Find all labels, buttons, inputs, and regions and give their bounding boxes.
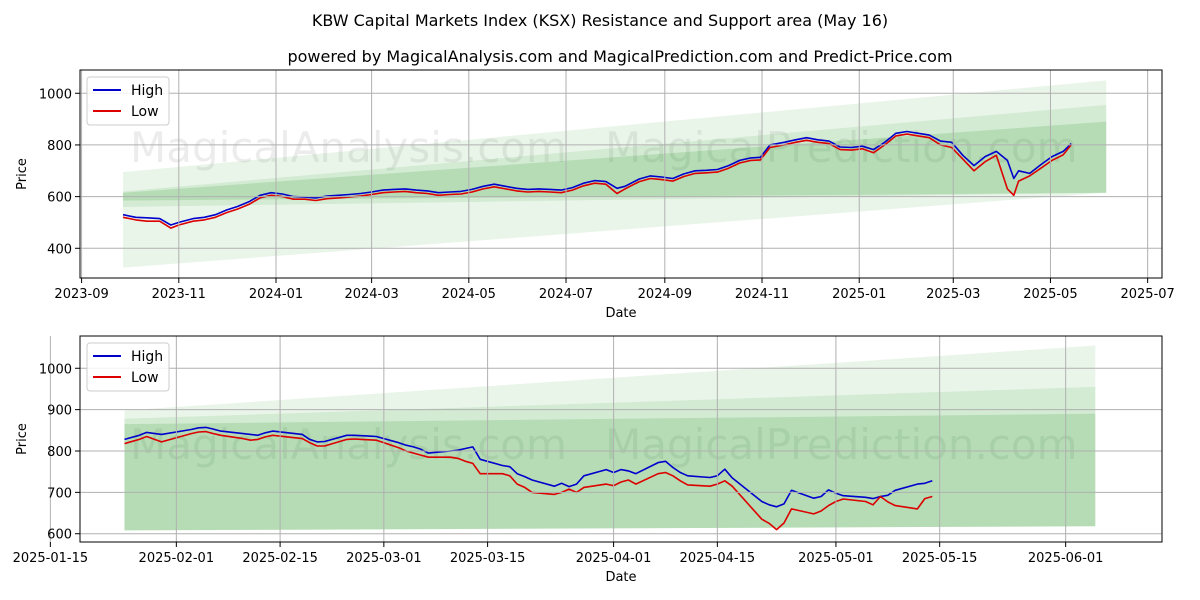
y-axis-label: Price bbox=[15, 158, 30, 190]
series-high-line bbox=[122, 130, 1072, 226]
y-tick-label: 600 bbox=[47, 191, 72, 206]
x-tick-label: 2025-06-01 bbox=[1028, 551, 1104, 566]
x-tick-label: 2024-03 bbox=[344, 287, 398, 302]
x-tick-label: 2024-07 bbox=[539, 287, 593, 302]
x-tick-label: 2025-03-15 bbox=[450, 551, 526, 566]
band-1 bbox=[123, 104, 1107, 207]
legend-label-high: High bbox=[131, 83, 163, 99]
y-tick-label: 900 bbox=[47, 404, 72, 419]
x-tick-label: 2025-05-01 bbox=[798, 551, 874, 566]
top-chart-panel: MagicalAnalysis.com MagicalPrediction.com… bbox=[15, 69, 1175, 321]
watermark-left: MagicalAnalysis.com bbox=[130, 123, 567, 172]
x-tick-label: 2024-01 bbox=[249, 287, 303, 302]
x-tick-label: 2025-05 bbox=[1023, 287, 1077, 302]
chart-subtitle: powered by MagicalAnalysis.com and Magic… bbox=[287, 47, 952, 66]
legend-label-low: Low bbox=[131, 370, 159, 386]
y-tick-label: 1000 bbox=[39, 87, 72, 102]
y-tick-label: 800 bbox=[47, 139, 72, 154]
band-0 bbox=[124, 345, 1096, 531]
series-high-line bbox=[124, 426, 933, 508]
plot-frame bbox=[79, 335, 1163, 543]
x-tick-label: 2023-09 bbox=[54, 287, 108, 302]
bottom-chart-panel: MagicalAnalysis.com MagicalPrediction.com… bbox=[13, 335, 1163, 585]
x-tick-label: 2024-09 bbox=[638, 287, 692, 302]
x-tick-label: 2024-05 bbox=[442, 287, 496, 302]
band-2 bbox=[124, 413, 1096, 531]
x-tick-label: 2025-01 bbox=[832, 287, 886, 302]
chart-title: KBW Capital Markets Index (KSX) Resistan… bbox=[312, 11, 888, 30]
x-tick-label: 2025-03-01 bbox=[346, 551, 422, 566]
band-0 bbox=[123, 80, 1107, 268]
legend-label-low: Low bbox=[131, 104, 159, 120]
x-tick-label: 2025-04-15 bbox=[680, 551, 756, 566]
band-2 bbox=[123, 121, 1107, 201]
legend-label-high: High bbox=[131, 349, 163, 365]
watermark-right: MagicalPrediction.com bbox=[605, 420, 1078, 469]
x-tick-label: 2024-11 bbox=[735, 287, 789, 302]
legend: High Low bbox=[86, 342, 170, 392]
y-tick-label: 1000 bbox=[39, 362, 72, 377]
plot-frame bbox=[79, 69, 1163, 279]
legend: High Low bbox=[86, 76, 170, 126]
y-tick-label: 400 bbox=[47, 242, 72, 257]
x-tick-label: 2025-02-15 bbox=[242, 551, 318, 566]
x-tick-label: 2025-02-01 bbox=[139, 551, 215, 566]
band-1 bbox=[124, 386, 1096, 531]
y-tick-label: 800 bbox=[47, 445, 72, 460]
x-tick-label: 2025-07 bbox=[1120, 287, 1174, 302]
x-tick-label: 2025-01-15 bbox=[13, 551, 89, 566]
x-tick-label: 2025-03 bbox=[926, 287, 980, 302]
x-tick-label: 2025-05-15 bbox=[902, 551, 978, 566]
x-tick-label: 2023-11 bbox=[152, 287, 206, 302]
x-axis-label: Date bbox=[605, 570, 636, 585]
y-tick-label: 700 bbox=[47, 486, 72, 501]
x-axis-label: Date bbox=[605, 306, 636, 321]
series-low-line bbox=[122, 133, 1072, 229]
y-tick-label: 600 bbox=[47, 528, 72, 543]
x-tick-label: 2025-04-01 bbox=[576, 551, 652, 566]
y-axis-label: Price bbox=[15, 423, 30, 455]
